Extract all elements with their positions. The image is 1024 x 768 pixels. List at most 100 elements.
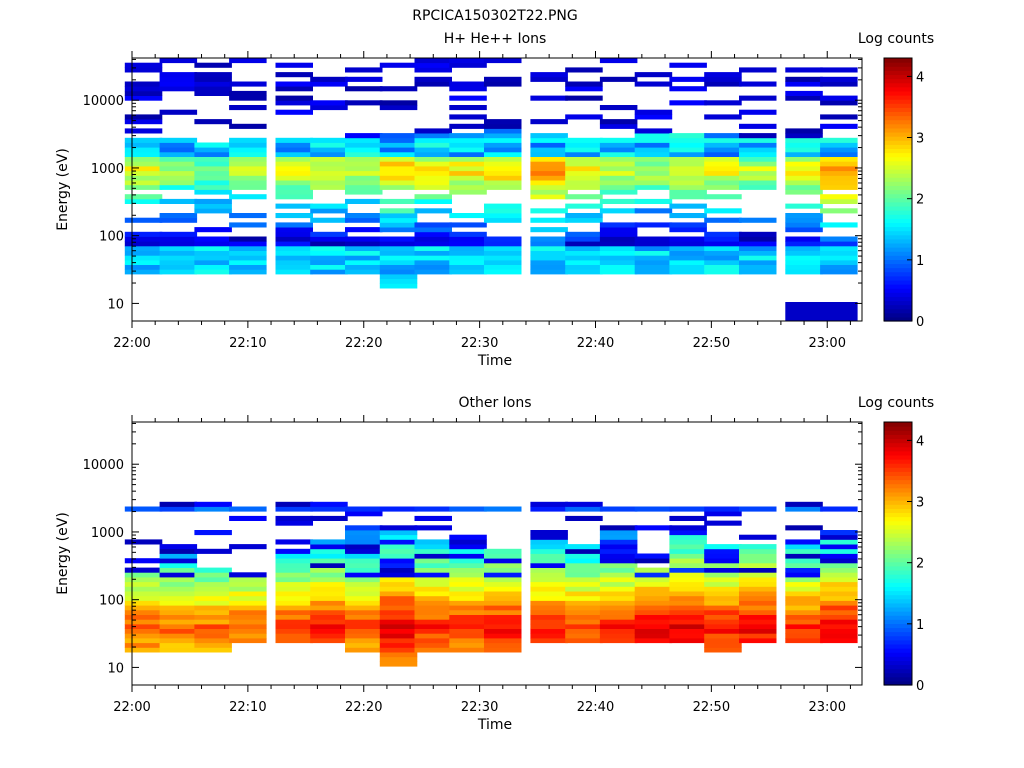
heatmap-cell	[599, 241, 638, 247]
heatmap-cell	[820, 137, 858, 143]
heatmap-cell	[704, 506, 742, 512]
heatmap-cell	[565, 81, 603, 87]
heatmap-cell	[530, 581, 568, 587]
heatmap-cell	[379, 638, 418, 644]
colorbar-step	[884, 267, 912, 273]
heatmap-cell	[669, 203, 707, 209]
heatmap-cell	[414, 609, 452, 615]
heatmap-cell	[599, 548, 638, 554]
heatmap-cell	[634, 170, 673, 176]
heatmap-cell	[449, 137, 487, 143]
heatmap-cell	[634, 506, 673, 512]
heatmap-cell	[530, 544, 568, 550]
heatmap-cell	[310, 553, 348, 559]
heatmap-cells	[124, 58, 858, 321]
heatmap-cell	[379, 259, 418, 265]
heatmap-cell	[345, 530, 383, 536]
heatmap-cell	[484, 245, 522, 251]
heatmap-cell	[310, 567, 348, 573]
heatmap-cell	[785, 269, 823, 275]
heatmap-cell	[704, 591, 742, 597]
heatmap-cell	[565, 609, 603, 615]
colorbar-step	[884, 643, 912, 649]
heatmap-cell	[449, 142, 487, 148]
heatmap-cell	[159, 175, 198, 181]
heatmap-cell	[414, 147, 452, 153]
heatmap-cell	[704, 156, 742, 162]
heatmap-cell	[194, 161, 232, 167]
heatmap-cell	[669, 269, 707, 275]
heatmap-cell	[379, 623, 418, 629]
heatmap-cell	[704, 245, 742, 251]
colorbar-step	[884, 565, 912, 571]
heatmap-cell	[379, 250, 418, 256]
heatmap-cell	[194, 628, 232, 634]
heatmap-cell	[159, 581, 198, 587]
heatmap-cell	[310, 137, 348, 143]
heatmap-cell	[634, 245, 673, 251]
heatmap-cell	[194, 577, 232, 583]
heatmap-cell	[229, 605, 267, 611]
x-tick-label: 23:00	[809, 700, 846, 715]
heatmap-cell	[634, 184, 673, 190]
heatmap-cell	[124, 198, 163, 204]
heatmap-cell	[124, 81, 163, 87]
heatmap-cell	[739, 142, 777, 148]
heatmap-cell	[310, 586, 348, 592]
heatmap-cell	[785, 586, 823, 592]
colorbar-step	[884, 582, 912, 587]
heatmap-cell	[229, 623, 267, 629]
heatmap-cell	[599, 577, 638, 583]
heatmap-cell	[530, 76, 568, 82]
heatmap-cell	[159, 137, 198, 143]
heatmap-cell	[739, 241, 777, 247]
heatmap-cell	[484, 269, 522, 275]
colorbar-step	[884, 316, 912, 322]
heatmap-cell	[379, 562, 418, 568]
heatmap-cell	[669, 530, 707, 536]
colorbar-step	[884, 288, 912, 293]
heatmap-cell	[159, 198, 198, 204]
heatmap-cell	[449, 548, 487, 554]
heatmap-cell	[704, 581, 742, 587]
heatmap-cell	[599, 534, 638, 540]
heatmap-cell	[194, 170, 232, 176]
heatmap-cell	[785, 166, 823, 172]
colorbar-step	[884, 454, 912, 460]
heatmap-cell	[530, 236, 568, 242]
heatmap-cell	[785, 591, 823, 597]
heatmap-cell	[379, 222, 418, 228]
heatmap-cell	[739, 534, 777, 540]
heatmap-cell	[310, 269, 348, 275]
heatmap-cell	[345, 506, 383, 512]
y-tick-label: 1000	[91, 162, 124, 177]
heatmap-cell	[310, 544, 348, 550]
heatmap-cell	[124, 119, 163, 125]
heatmap-cell	[194, 605, 232, 611]
heatmap-cell	[414, 562, 452, 568]
heatmap-cell	[379, 633, 418, 639]
heatmap-cell	[484, 213, 522, 219]
heatmap-cell	[194, 90, 232, 96]
colorbar-step	[884, 168, 912, 174]
heatmap-cell	[449, 605, 487, 611]
heatmap-cell	[379, 184, 418, 190]
heatmap-cell	[785, 259, 823, 265]
heatmap-cell	[275, 539, 313, 545]
heatmap-cell	[414, 67, 452, 73]
heatmap-cell	[449, 269, 487, 275]
heatmap-cell	[634, 114, 673, 120]
heatmap-cell	[820, 170, 858, 176]
heatmap-cell	[414, 194, 452, 200]
heatmap-cell	[565, 501, 603, 507]
heatmap-cell	[634, 605, 673, 611]
heatmap-cell	[669, 614, 707, 620]
y-axis-label: Energy (eV)	[55, 148, 71, 231]
colorbar-tick-label: 2	[916, 193, 924, 208]
heatmap-cell	[449, 623, 487, 629]
heatmap-cell	[565, 166, 603, 172]
heatmap-cell	[379, 133, 418, 139]
heatmap-cell	[275, 558, 313, 564]
heatmap-cell	[669, 534, 707, 540]
colorbar-step	[884, 242, 912, 248]
